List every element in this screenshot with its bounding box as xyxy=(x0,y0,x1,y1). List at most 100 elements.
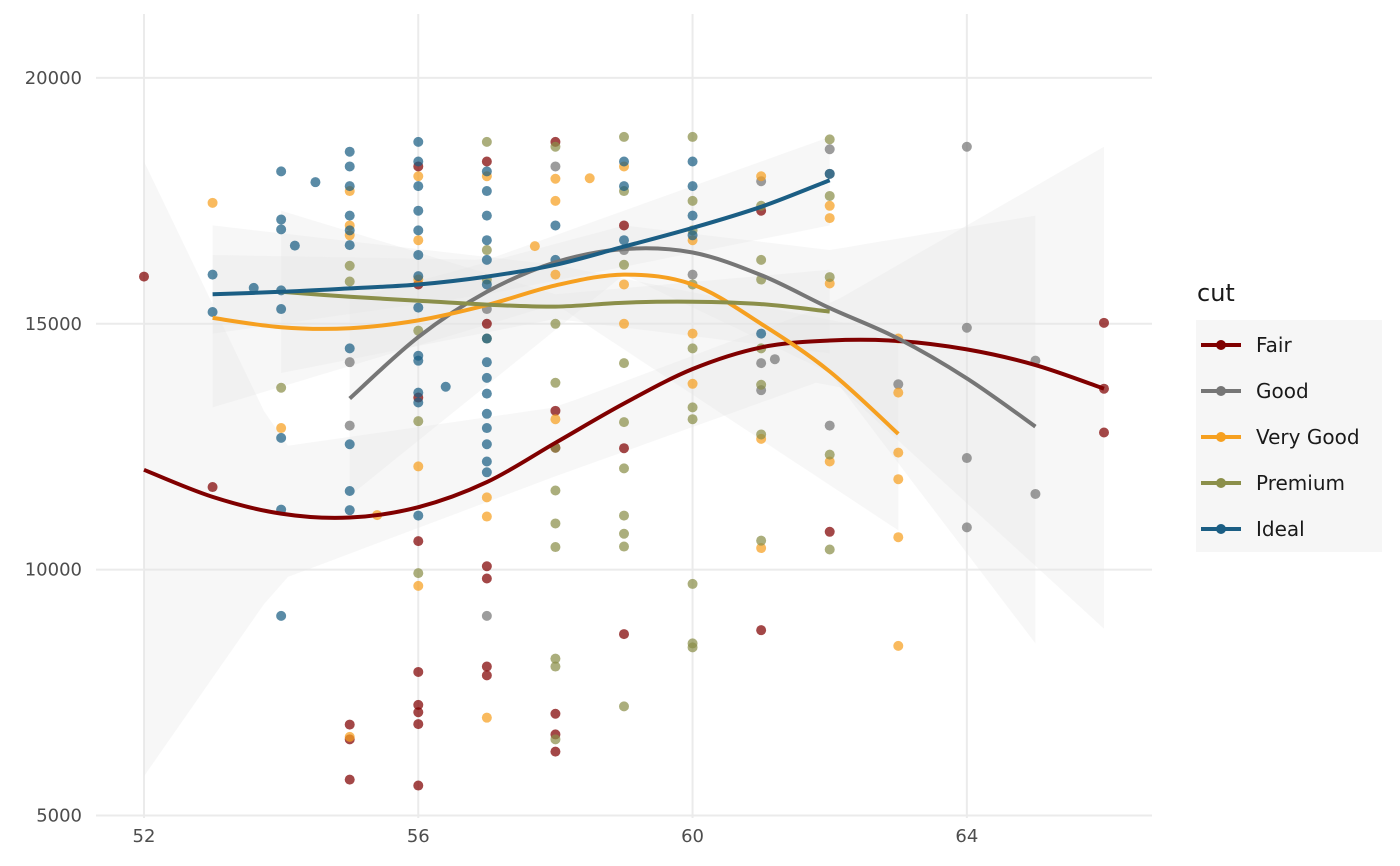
data-point xyxy=(687,642,698,653)
data-point xyxy=(413,780,424,791)
data-point xyxy=(276,382,287,393)
legend-item: Good xyxy=(1201,379,1309,403)
data-point xyxy=(344,225,355,236)
data-point xyxy=(344,357,355,368)
x-tick-label: 64 xyxy=(955,826,978,847)
legend-item: Ideal xyxy=(1201,517,1305,541)
data-point xyxy=(413,397,424,408)
data-point xyxy=(481,467,492,478)
data-point xyxy=(619,528,629,539)
data-point xyxy=(481,333,492,344)
data-point xyxy=(619,701,629,712)
x-axis-tick-labels: 52 56 60 64 xyxy=(133,826,979,847)
data-point xyxy=(413,416,424,427)
data-point xyxy=(207,269,218,280)
data-point xyxy=(619,358,629,369)
data-point xyxy=(961,322,972,333)
data-point xyxy=(550,485,561,496)
data-point xyxy=(413,699,424,710)
data-point xyxy=(276,304,287,315)
data-point xyxy=(344,146,355,157)
data-point xyxy=(893,640,904,651)
data-point xyxy=(756,379,767,390)
data-point xyxy=(481,610,492,621)
legend-key-point xyxy=(1216,478,1226,488)
data-point xyxy=(276,432,287,443)
data-point xyxy=(310,177,321,188)
data-point xyxy=(824,544,835,555)
data-point xyxy=(481,372,492,383)
data-point xyxy=(687,269,698,280)
x-tick-label: 56 xyxy=(407,826,430,847)
data-point xyxy=(481,492,492,503)
data-point xyxy=(276,610,287,621)
confidence-bands xyxy=(144,136,1104,777)
data-point xyxy=(619,629,629,640)
x-tick-label: 52 xyxy=(133,826,156,847)
data-point xyxy=(344,774,355,785)
data-point xyxy=(550,405,561,416)
data-point xyxy=(550,161,561,172)
legend-label: Ideal xyxy=(1256,517,1305,541)
data-point xyxy=(481,166,492,177)
data-point xyxy=(550,414,561,425)
data-point xyxy=(687,378,698,389)
legend-label: Premium xyxy=(1256,471,1345,495)
data-point xyxy=(481,408,492,419)
data-point xyxy=(824,449,835,460)
data-point xyxy=(207,482,218,493)
data-point xyxy=(481,511,492,522)
smooth-lines xyxy=(143,178,1105,520)
data-point xyxy=(550,141,561,152)
data-point xyxy=(413,510,424,521)
x-tick-label: 60 xyxy=(681,826,704,847)
legend-label: Good xyxy=(1256,379,1309,403)
data-point xyxy=(619,220,629,231)
data-point xyxy=(619,181,629,192)
data-point xyxy=(413,355,424,366)
data-point xyxy=(344,276,355,287)
data-point xyxy=(344,240,355,251)
legend-key-point xyxy=(1216,524,1226,534)
data-point xyxy=(344,420,355,431)
data-point xyxy=(413,249,424,260)
data-point xyxy=(824,168,835,179)
data-point xyxy=(824,420,835,431)
data-point xyxy=(824,272,835,283)
data-point xyxy=(961,141,972,152)
legend-items: Fair Good Very Good Premium Ideal xyxy=(1201,333,1360,541)
data-point xyxy=(619,417,629,428)
data-point xyxy=(550,542,561,553)
data-point xyxy=(550,173,561,184)
data-point xyxy=(756,543,767,554)
smooth-line xyxy=(212,272,900,436)
data-point xyxy=(344,210,355,221)
data-point xyxy=(769,354,780,365)
data-point xyxy=(413,302,424,313)
data-point xyxy=(550,377,561,388)
data-point xyxy=(961,522,972,533)
data-point xyxy=(1099,427,1109,438)
data-point xyxy=(756,429,767,440)
legend-title: cut xyxy=(1197,279,1235,307)
data-point xyxy=(413,181,424,192)
data-point xyxy=(550,708,561,719)
data-point xyxy=(687,414,698,425)
data-point xyxy=(550,220,561,231)
data-point xyxy=(824,144,835,155)
legend-label: Fair xyxy=(1256,333,1292,357)
y-tick-label: 15000 xyxy=(25,314,82,335)
data-point xyxy=(687,210,698,221)
legend-key-point xyxy=(1216,432,1226,442)
data-point xyxy=(413,136,424,147)
data-points xyxy=(139,131,1109,791)
legend-key-point xyxy=(1216,340,1226,350)
data-point xyxy=(413,225,424,236)
data-point xyxy=(344,505,355,516)
data-point xyxy=(619,318,629,329)
data-point xyxy=(481,245,492,256)
smooth-line xyxy=(348,246,1037,429)
data-point xyxy=(687,328,698,339)
data-point xyxy=(276,224,287,235)
data-point xyxy=(344,731,355,742)
